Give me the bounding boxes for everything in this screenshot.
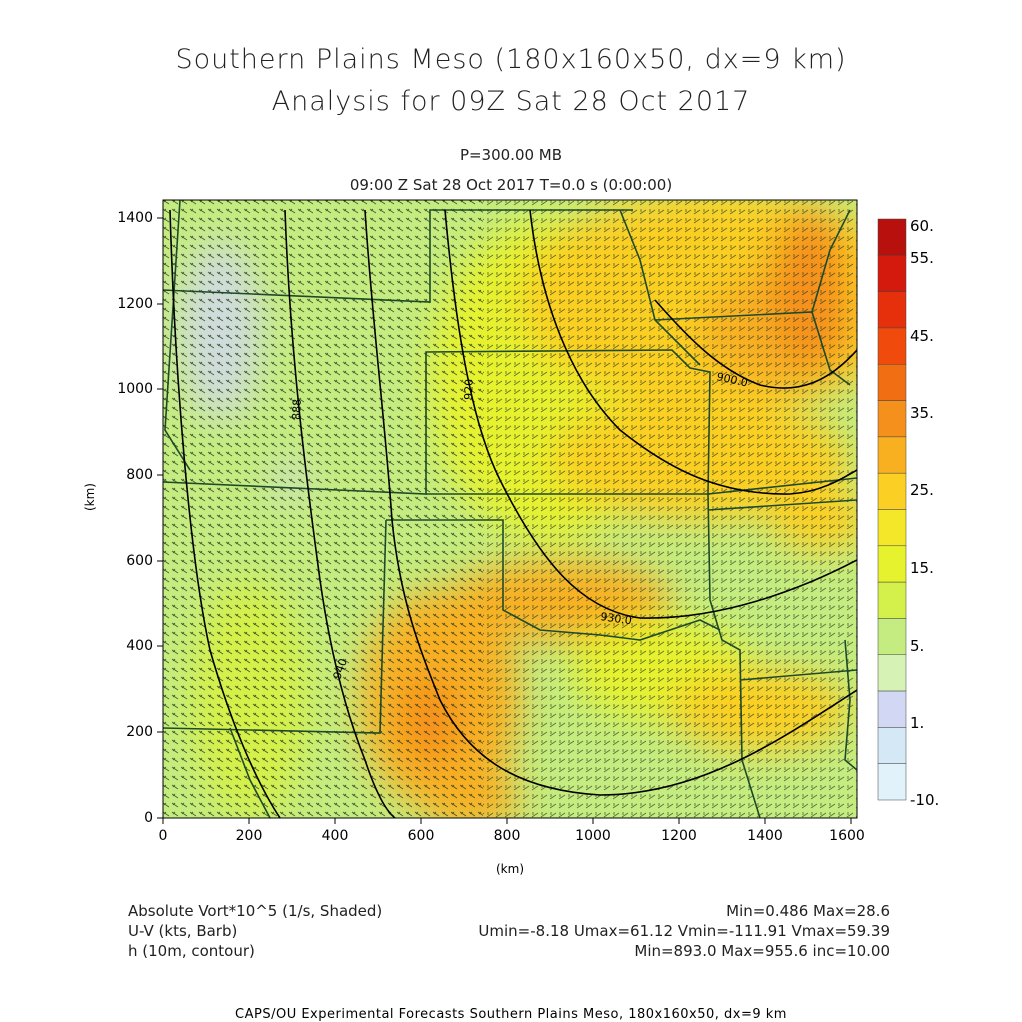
colorbar-label: 45. bbox=[910, 327, 934, 345]
x-tick-label: 1400 bbox=[747, 828, 783, 844]
colorbar-swatch bbox=[877, 255, 907, 292]
x-tick-label: 1000 bbox=[575, 828, 611, 844]
colorbar-swatch bbox=[877, 727, 907, 764]
colorbar-label: 1. bbox=[910, 714, 925, 732]
colorbar-swatch bbox=[877, 763, 907, 801]
footer-credit: CAPS/OU Experimental Forecasts Southern … bbox=[235, 1007, 787, 1022]
colorbar-swatch bbox=[877, 364, 907, 401]
colorbar-label: -10. bbox=[910, 791, 940, 809]
y-tick-label: 800 bbox=[126, 467, 153, 483]
x-tick-label: 1600 bbox=[829, 828, 865, 844]
colorbar-swatch bbox=[877, 472, 907, 510]
colorbar-label: 25. bbox=[910, 481, 934, 499]
legend-wind-stats: Umin=-8.18 Umax=61.12 Vmin=-111.91 Vmax=… bbox=[478, 922, 890, 940]
chart-title: Southern Plains Meso (180x160x50, dx=9 k… bbox=[175, 44, 847, 75]
contour-label: 920 bbox=[462, 379, 476, 400]
legend-field-wind: U-V (kts, Barb) bbox=[128, 922, 238, 940]
colorbar-label: 55. bbox=[910, 249, 934, 267]
y-tick-label: 400 bbox=[126, 638, 153, 654]
y-tick-label: 1000 bbox=[117, 381, 153, 397]
colorbar-swatch bbox=[877, 400, 907, 438]
x-tick-label: 1200 bbox=[661, 828, 697, 844]
colorbar-label: 5. bbox=[910, 637, 925, 655]
colorbar-swatch bbox=[877, 618, 907, 656]
colorbar-label: 15. bbox=[910, 559, 934, 577]
colorbar-swatch bbox=[877, 545, 907, 583]
y-tick-label: 1400 bbox=[117, 210, 153, 226]
height-contours bbox=[169, 209, 857, 818]
x-tick-label: 600 bbox=[407, 828, 435, 844]
vorticity-shading bbox=[163, 200, 857, 818]
y-tick-label: 1200 bbox=[117, 296, 153, 312]
colorbar-swatch bbox=[877, 690, 907, 728]
pressure-level: P=300.00 MB bbox=[459, 146, 563, 164]
state-borders bbox=[163, 200, 857, 818]
legend-field-height: h (10m, contour) bbox=[128, 942, 255, 960]
colorbar bbox=[877, 218, 907, 801]
colorbar-swatch bbox=[877, 218, 907, 256]
plot-frame bbox=[162, 199, 858, 819]
x-axis-label: (km) bbox=[495, 862, 525, 876]
legend-height-stats: Min=893.0 Max=955.6 inc=10.00 bbox=[634, 942, 890, 960]
x-tick-label: 0 bbox=[158, 828, 168, 844]
colorbar-swatch bbox=[877, 654, 907, 692]
colorbar-swatch bbox=[877, 581, 907, 619]
valid-time: 09:00 Z Sat 28 Oct 2017 T=0.0 s (0:00:00… bbox=[349, 176, 673, 194]
y-tick-label: 600 bbox=[126, 553, 153, 569]
y-tick-label: 0 bbox=[144, 810, 153, 826]
x-tick-label: 400 bbox=[321, 828, 349, 844]
y-tick-label: 200 bbox=[126, 724, 153, 740]
axis-tick-marks bbox=[157, 217, 852, 824]
contour-label: 888 bbox=[290, 399, 304, 420]
legend-vorticity-stats: Min=0.486 Max=28.6 bbox=[726, 902, 890, 920]
contour-label: 900.0 bbox=[715, 370, 749, 389]
colorbar-label: 35. bbox=[910, 404, 934, 422]
chart-subtitle: Analysis for 09Z Sat 28 Oct 2017 bbox=[271, 86, 751, 117]
legend-field-vorticity: Absolute Vort*10^5 (1/s, Shaded) bbox=[128, 902, 383, 920]
x-tick-label: 800 bbox=[493, 828, 521, 844]
colorbar-swatch bbox=[877, 327, 907, 365]
y-axis-label: (km) bbox=[83, 482, 97, 512]
x-tick-label: 200 bbox=[235, 828, 263, 844]
colorbar-swatch bbox=[877, 509, 907, 547]
colorbar-label: 60. bbox=[910, 217, 934, 235]
colorbar-swatch bbox=[877, 436, 907, 474]
contour-label: 930.0 bbox=[600, 610, 633, 627]
colorbar-swatch bbox=[877, 291, 907, 329]
